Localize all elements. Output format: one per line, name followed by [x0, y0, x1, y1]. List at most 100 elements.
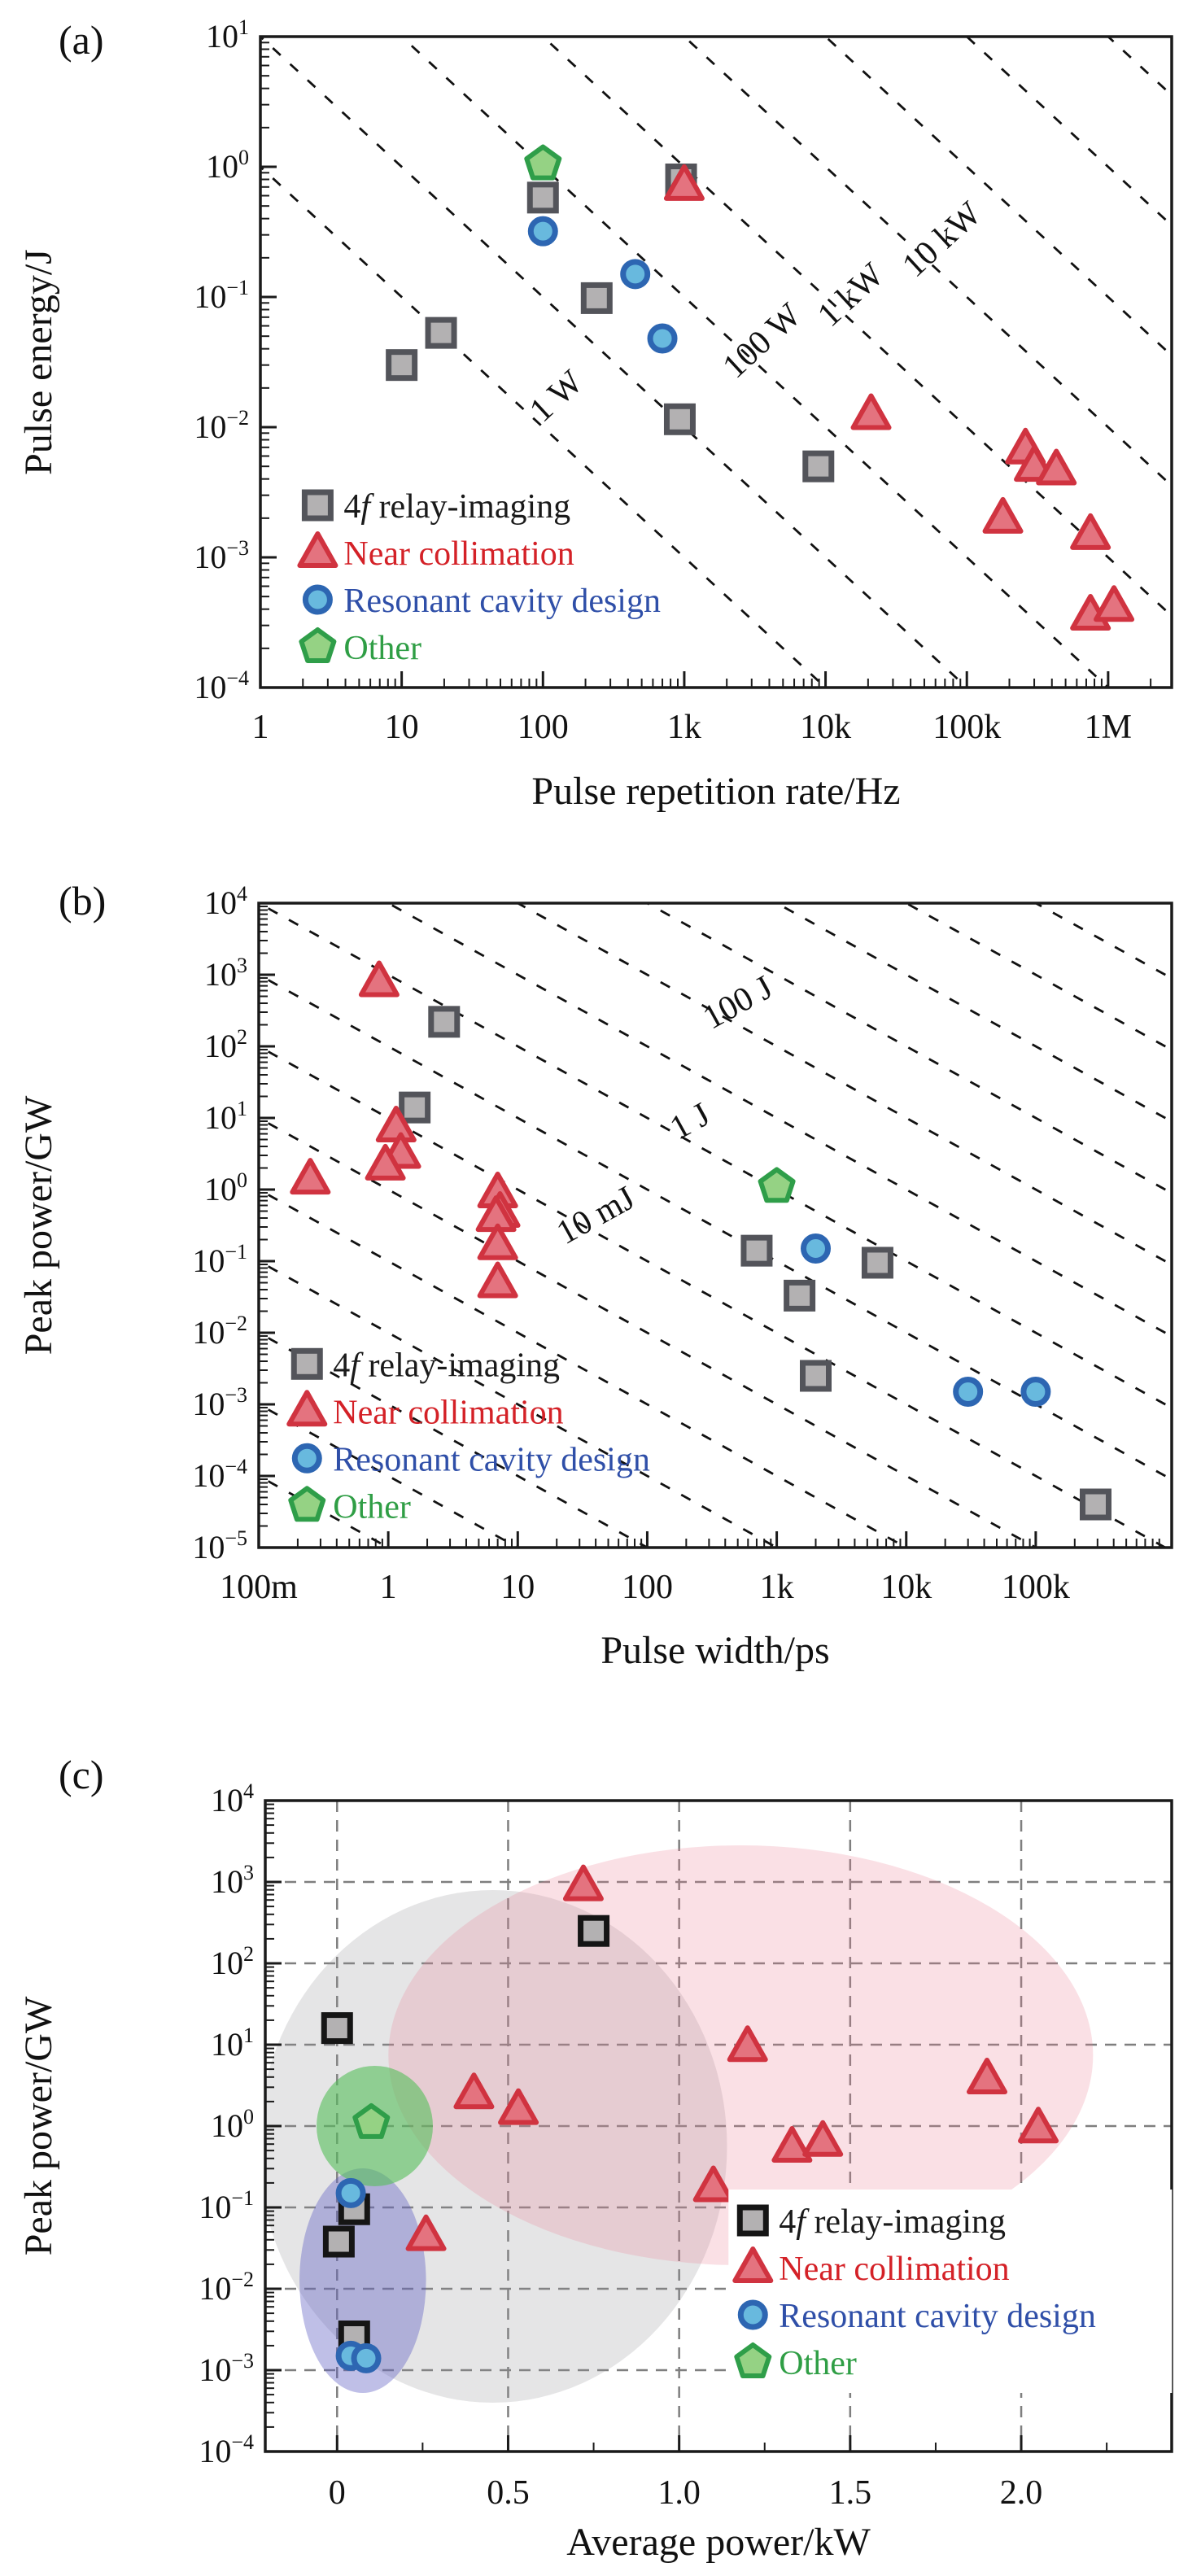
legend-item-circle: Resonant cavity design [291, 1441, 650, 1478]
marker-triangle [365, 1143, 406, 1181]
panel-c-x-axis-title: Average power/kW [566, 2521, 871, 2564]
legend-item-label: Near collimation [333, 1394, 563, 1431]
gridlines [265, 1801, 1172, 2452]
marker-circle [351, 2342, 382, 2373]
x-tick-label: 10k [880, 1569, 932, 1606]
marker-square [321, 2012, 353, 2045]
guide-line-label: 10 kW [896, 194, 989, 285]
x-tick-label: 1M [1085, 709, 1132, 746]
marker-triangle [732, 2246, 774, 2283]
marker-triangle [802, 2120, 844, 2157]
marker-triangle [727, 2025, 768, 2063]
legend-item-label: Other [779, 2345, 857, 2382]
marker-triangle [1094, 585, 1135, 622]
legend-item-square: 4f relay-imaging [736, 2203, 1006, 2241]
panel-a-tag: (a) [59, 17, 104, 63]
marker-triangle [358, 960, 400, 998]
guide-line-label: 1 kW [810, 255, 891, 334]
marker-square [800, 1360, 832, 1392]
panel-c: 0 0.5 1.0 1.5 2.0 104 103 102 101 100 10−1 10−2 10−3… [199, 1779, 1173, 2512]
data-points [321, 1864, 1059, 2373]
legend-item-label: 4f relay-imaging [343, 488, 570, 526]
x-tick-label: 1.5 [829, 2474, 872, 2512]
axis-tick-labels: 0 0.5 1.0 1.5 2.0 104 103 102 101 100 10−1 10−2 10−3… [199, 1779, 1042, 2512]
legend-item-circle: Resonant cavity design [302, 583, 661, 620]
legend-item-label: Other [343, 630, 421, 667]
marker-square [399, 1091, 431, 1124]
marker-triangle [771, 2125, 813, 2163]
y-tick-label: 10−2 [192, 1312, 247, 1351]
guide-line-label: 10 mJ [551, 1179, 641, 1251]
x-tick-label: 0 [329, 2474, 346, 2512]
guide-lines [260, 37, 1172, 688]
marker-circle [647, 323, 678, 354]
marker-square [578, 1915, 610, 1947]
y-tick-label: 102 [204, 1025, 247, 1064]
y-tick-label: 10−3 [199, 2349, 254, 2388]
panel-b-x-axis-title: Pulse width/ps [600, 1629, 830, 1672]
marker-pentagon [524, 144, 562, 181]
y-tick-label: 102 [211, 1942, 254, 1981]
marker-triangle [1036, 448, 1077, 486]
y-tick-label: 100 [211, 2105, 254, 2144]
marker-square [428, 1006, 461, 1038]
axis-ticks [259, 35, 1152, 689]
marker-square [526, 181, 559, 214]
marker-triangle [498, 2088, 539, 2125]
marker-circle [620, 259, 651, 290]
marker-triangle [477, 1223, 518, 1260]
plot-frame [259, 35, 1173, 689]
y-tick-label: 104 [204, 882, 247, 921]
x-tick-label: 100k [1002, 1569, 1070, 1606]
legend-item-label: Resonant cavity design [343, 583, 661, 620]
axis-tick-labels: 100m 1 10 100 1k 10k 100k 104 103 102 101 100 10−1 10… [192, 882, 1070, 1606]
panel-c-tag: (c) [59, 1752, 104, 1797]
legend-item-square: 4f relay-imaging [290, 1347, 560, 1384]
y-tick-label: 10−3 [194, 536, 249, 575]
legend-item-triangle: Near collimation [286, 1390, 564, 1431]
marker-triangle [477, 1261, 518, 1299]
guide-line-label: 100 W [716, 296, 809, 386]
panel-b-tag: (b) [59, 878, 107, 923]
legend-item-pentagon: Other [734, 2342, 857, 2382]
x-tick-label: 1 [380, 1569, 397, 1606]
marker-square [386, 349, 418, 382]
axis-ticks [257, 902, 1160, 1549]
y-tick-label: 10−1 [199, 2186, 254, 2225]
marker-triangle [692, 2165, 734, 2203]
y-tick-label: 10−4 [194, 666, 249, 705]
guide-line-label: 1 J [664, 1096, 716, 1147]
marker-circle [302, 584, 333, 615]
legend-background [728, 2190, 1173, 2393]
y-tick-label: 103 [211, 1861, 254, 1900]
marker-triangle [290, 1158, 331, 1195]
guide-line-label: 1 W [522, 363, 590, 430]
marker-square [740, 1234, 773, 1267]
guide-line-label: 100 J [697, 969, 780, 1037]
plot-frame [257, 902, 1173, 1549]
y-tick-label: 10−4 [199, 2430, 254, 2469]
axis-ticks [265, 1799, 1108, 2453]
legend-item-label: Other [333, 1488, 411, 1526]
legend: 4f relay-imaging Near collimation Resonant… [728, 2190, 1173, 2393]
x-tick-label: 100k [932, 709, 1001, 746]
legend-item-pentagon: Other [299, 627, 421, 667]
legend-item-triangle: Near collimation [297, 531, 574, 573]
legend-item-pentagon: Other [288, 1486, 411, 1526]
marker-square [802, 450, 835, 482]
marker-triangle [297, 531, 338, 568]
x-tick-label: 2.0 [1000, 2474, 1043, 2512]
marker-triangle [405, 2214, 447, 2251]
marker-square [290, 1347, 323, 1380]
axis-tick-labels: 1 10 100 1k 10k 100k 1M 101 100 10−1 10−2 10−3 10−4 [194, 15, 1132, 746]
panel-a-x-axis-title: Pulse repetition rate/Hz [531, 770, 901, 813]
marker-square [784, 1279, 816, 1312]
x-tick-label: 10k [800, 709, 851, 746]
x-tick-label: 100 [518, 709, 569, 746]
y-tick-label: 10−5 [192, 1526, 247, 1565]
x-tick-label: 10 [385, 709, 419, 746]
legend-item-label: Near collimation [779, 2251, 1009, 2288]
x-tick-label: 1.0 [657, 2474, 701, 2512]
legend-item-label: Resonant cavity design [333, 1441, 650, 1478]
